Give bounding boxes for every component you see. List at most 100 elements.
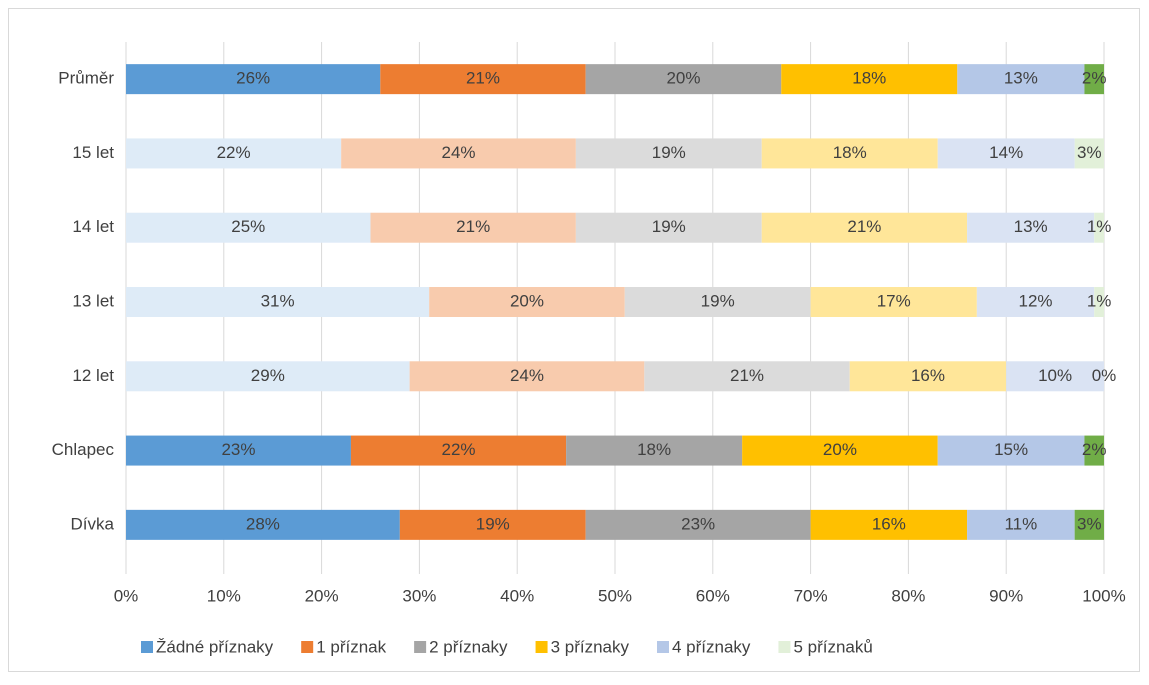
bar-segment xyxy=(781,64,958,95)
data-label: 23% xyxy=(681,514,715,533)
bar-segment xyxy=(409,361,645,392)
bar-segment xyxy=(399,509,586,540)
data-label: 3% xyxy=(1077,514,1102,533)
data-label: 11% xyxy=(1004,514,1037,533)
bar-segment xyxy=(126,287,430,317)
x-tick-label: 50% xyxy=(598,586,632,605)
x-tick-label: 70% xyxy=(794,586,828,605)
bar-segment xyxy=(585,64,782,95)
bar-segment xyxy=(585,509,811,540)
bar-segment xyxy=(937,138,1075,169)
data-label: 22% xyxy=(217,143,251,162)
data-label: 21% xyxy=(730,366,764,385)
legend-label: 4 příznaky xyxy=(672,637,751,656)
legend-swatch xyxy=(414,641,427,653)
y-tick-label: 13 let xyxy=(72,291,114,310)
data-label: 2% xyxy=(1082,440,1107,459)
data-label: 20% xyxy=(823,440,857,459)
bar-segment xyxy=(429,287,625,317)
y-tick-label: Průměr xyxy=(58,69,114,88)
x-tick-label: 30% xyxy=(402,586,436,605)
data-label: 16% xyxy=(872,514,906,533)
data-label: 18% xyxy=(637,440,671,459)
bar-segment xyxy=(1084,435,1104,466)
bar-segment xyxy=(849,361,1007,392)
data-label: 25% xyxy=(231,217,265,236)
bar-segment xyxy=(370,212,576,243)
bar-segment xyxy=(566,435,743,466)
data-label: 16% xyxy=(911,366,945,385)
data-label: 21% xyxy=(456,217,490,236)
data-label: 20% xyxy=(510,291,544,310)
y-tick-label: Dívka xyxy=(71,514,115,533)
bar-segment xyxy=(810,287,977,317)
y-tick-label: Chlapec xyxy=(52,440,115,459)
data-label: 26% xyxy=(236,69,270,88)
x-tick-label: 90% xyxy=(989,586,1023,605)
data-label: 24% xyxy=(442,143,476,162)
data-label: 18% xyxy=(852,69,886,88)
bar-segment xyxy=(742,435,938,466)
data-label: 19% xyxy=(652,217,686,236)
data-label: 19% xyxy=(701,291,735,310)
data-label: 29% xyxy=(251,366,285,385)
bar-segment xyxy=(810,509,968,540)
data-label: 1% xyxy=(1087,217,1112,236)
bar-segment xyxy=(1074,509,1104,540)
bar-segment xyxy=(1074,138,1104,169)
data-label: 2% xyxy=(1082,69,1107,88)
data-label: 21% xyxy=(847,217,881,236)
legend-swatch xyxy=(535,641,548,653)
data-label: 14% xyxy=(989,143,1023,162)
data-label: 0% xyxy=(1092,366,1117,385)
data-label: 23% xyxy=(221,440,255,459)
bar-segment xyxy=(126,509,400,540)
bar-segment xyxy=(957,64,1085,95)
bar-segment xyxy=(644,361,850,392)
bar-segment xyxy=(976,287,1095,317)
bar-segment xyxy=(126,435,351,466)
y-tick-label: 14 let xyxy=(72,217,114,236)
bar-segment xyxy=(967,509,1075,540)
data-label: 19% xyxy=(476,514,510,533)
data-label: 18% xyxy=(833,143,867,162)
bar-segment xyxy=(380,64,586,95)
bar-segment xyxy=(350,435,567,466)
y-tick-label: 15 let xyxy=(72,143,114,162)
chart-border xyxy=(8,8,1140,672)
legend-swatch xyxy=(657,641,669,653)
data-label: 22% xyxy=(442,440,476,459)
data-label: 28% xyxy=(246,514,280,533)
legend-swatch xyxy=(301,641,314,653)
bar-segment xyxy=(126,212,371,243)
x-tick-label: 0% xyxy=(114,586,139,605)
bar-segment xyxy=(1006,361,1104,392)
data-label: 20% xyxy=(666,69,700,88)
bar-segment xyxy=(575,138,762,169)
legend-swatch xyxy=(778,641,791,653)
bar-segment xyxy=(1094,287,1104,317)
data-label: 24% xyxy=(510,366,544,385)
data-label: 21% xyxy=(466,69,500,88)
bar-segment xyxy=(1094,212,1104,243)
x-tick-label: 60% xyxy=(696,586,730,605)
bar-segment xyxy=(937,435,1085,466)
x-tick-label: 20% xyxy=(305,586,339,605)
y-tick-label: 12 let xyxy=(72,366,114,385)
data-label: 12% xyxy=(1019,291,1053,310)
x-tick-label: 100% xyxy=(1082,586,1125,605)
bar-segment xyxy=(1084,64,1104,95)
data-label: 15% xyxy=(994,440,1028,459)
bar-segment xyxy=(575,212,762,243)
data-label: 17% xyxy=(877,291,911,310)
legend-label: Žádné příznaky xyxy=(156,637,274,656)
data-label: 31% xyxy=(261,291,295,310)
bar-segment xyxy=(967,212,1095,243)
data-label: 3% xyxy=(1077,143,1102,162)
legend-label: 3 příznaky xyxy=(551,637,630,656)
data-label: 13% xyxy=(1004,69,1038,88)
legend-label: 5 příznaků xyxy=(793,637,872,656)
legend-label: 2 příznaky xyxy=(429,637,508,656)
legend-swatch xyxy=(141,641,153,653)
